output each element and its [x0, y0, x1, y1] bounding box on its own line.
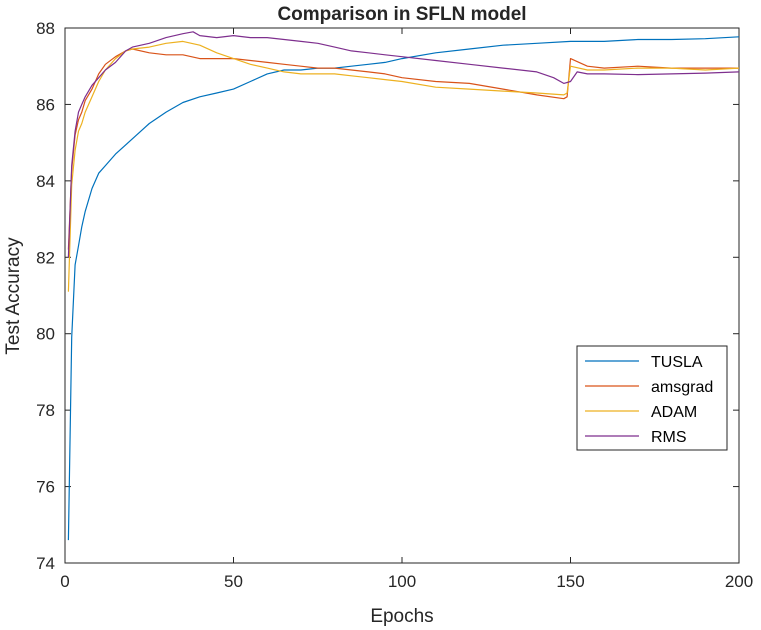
y-tick-label: 76	[36, 478, 55, 497]
legend-label-amsgrad: amsgrad	[651, 379, 713, 396]
series-lines	[67, 31, 740, 541]
x-axis-label: Epochs	[370, 606, 433, 627]
x-tick-label: 200	[725, 572, 753, 591]
series-line-rms	[67, 31, 740, 258]
legend-label-rms: RMS	[651, 429, 687, 446]
legend: TUSLA amsgrad ADAM RMS	[576, 345, 728, 451]
plot-area	[64, 27, 740, 564]
tick-group: 0 50 100 150 200 74 76 78 80 82 84 86 88	[36, 19, 753, 591]
series-line-adam	[67, 40, 740, 292]
x-tick-label: 150	[556, 572, 584, 591]
y-tick-label: 80	[36, 325, 55, 344]
legend-box	[576, 345, 728, 451]
y-tick-label: 84	[36, 172, 55, 191]
series-line-tusla	[67, 36, 740, 541]
axes-box	[64, 27, 740, 564]
chart-title: Comparison in SFLN model	[277, 4, 526, 25]
y-tick-label: 88	[36, 19, 55, 38]
x-tick-label: 100	[388, 572, 416, 591]
legend-label-adam: ADAM	[651, 404, 697, 421]
y-tick-label: 74	[36, 554, 55, 573]
y-tick-label: 82	[36, 248, 55, 267]
y-axis-label: Test Accuracy	[3, 237, 24, 355]
y-tick-label: 86	[36, 95, 55, 114]
y-tick-label: 78	[36, 401, 55, 420]
x-tick-label: 0	[60, 572, 69, 591]
x-tick-label: 50	[224, 572, 243, 591]
legend-label-tusla: TUSLA	[651, 354, 703, 371]
